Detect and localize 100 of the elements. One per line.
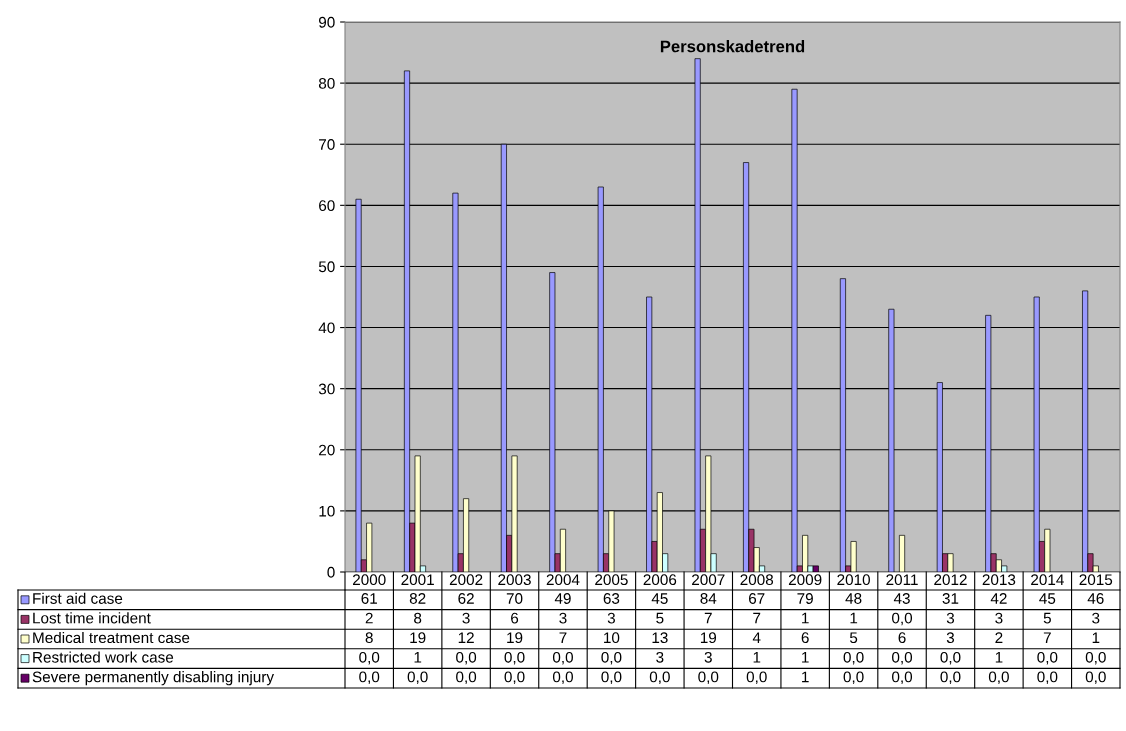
data-label: 62 — [458, 593, 474, 604]
x-tick-label: 2007 — [692, 574, 725, 586]
data-label: 2 — [995, 632, 1003, 643]
data-label: 0,0 — [843, 651, 864, 665]
x-tick-label: 2010 — [837, 574, 870, 586]
data-label: 82 — [409, 593, 426, 604]
data-label: 5 — [1043, 612, 1051, 624]
data-label: 3 — [607, 612, 615, 624]
data-label: 0,0 — [504, 671, 525, 685]
y-tick-label: 50 — [318, 261, 335, 273]
x-tick-label: 2001 — [401, 574, 434, 586]
data-label: 70 — [506, 593, 523, 604]
data-label: 1 — [414, 652, 422, 663]
data-label: 1 — [850, 612, 858, 624]
data-label: 1 — [995, 652, 1003, 663]
x-tick-label: 2004 — [546, 574, 580, 586]
y-tick-label: 40 — [318, 322, 335, 334]
data-label: 7 — [559, 632, 567, 643]
data-label: 5 — [656, 612, 664, 624]
data-label: 19 — [700, 632, 717, 644]
data-label: 0,0 — [892, 671, 913, 685]
data-label: 0,0 — [1037, 671, 1058, 685]
data-label: 6 — [898, 632, 906, 644]
y-tick-label: 80 — [318, 77, 335, 89]
data-label: 7 — [1043, 632, 1051, 643]
data-label: 2 — [365, 612, 373, 624]
data-label: 48 — [845, 593, 862, 604]
data-label: 3 — [704, 651, 712, 663]
legend-label: First aid case — [33, 592, 123, 604]
y-tick-label: 70 — [319, 139, 335, 150]
y-tick-label: 30 — [318, 383, 335, 395]
data-label: 0,0 — [892, 612, 913, 626]
data-label: 45 — [1039, 593, 1056, 604]
data-label: 7 — [753, 612, 761, 624]
data-label: 43 — [893, 593, 910, 604]
data-label: 79 — [797, 593, 813, 604]
data-label: 3 — [946, 632, 955, 644]
data-label: 3 — [995, 612, 1003, 624]
data-label: 0,0 — [456, 651, 477, 665]
data-label: 49 — [554, 593, 571, 604]
data-label: 67 — [749, 593, 765, 604]
data-label: 0,0 — [359, 651, 380, 665]
legend-label: Severe permanently disabling injury — [32, 671, 274, 686]
legend-label: Medical treatment case — [33, 631, 190, 644]
data-label: 0,0 — [746, 671, 767, 685]
legend-label: Restricted work case — [33, 651, 174, 663]
x-tick-label: 2009 — [788, 574, 822, 586]
x-tick-label: 2008 — [740, 574, 774, 586]
x-tick-label: 2013 — [982, 574, 1016, 586]
data-label: 0,0 — [504, 651, 525, 665]
x-tick-label: 2003 — [498, 574, 531, 586]
data-label: 0,0 — [1037, 651, 1058, 665]
data-label: 45 — [651, 593, 668, 604]
data-label: 61 — [361, 593, 377, 604]
data-label: 3 — [1092, 612, 1100, 624]
data-label: 0,0 — [649, 671, 670, 685]
y-tick-label: 0 — [327, 566, 335, 578]
data-label: 0,0 — [940, 651, 961, 665]
data-label: 3 — [946, 612, 955, 624]
data-label: 5 — [849, 632, 858, 644]
data-label: 10 — [604, 632, 620, 644]
data-label: 63 — [603, 593, 620, 604]
data-label: 0,0 — [601, 651, 622, 665]
data-label: 19 — [507, 632, 523, 644]
data-label: 0,0 — [892, 651, 913, 665]
data-label: 42 — [990, 593, 1007, 604]
data-label: 4 — [752, 632, 761, 643]
data-label: 0,0 — [359, 671, 380, 685]
data-label: 0,0 — [407, 671, 428, 685]
y-tick-label: 20 — [319, 444, 335, 456]
data-label: 0,0 — [940, 671, 961, 685]
data-label: 0,0 — [601, 671, 622, 685]
data-label: 1 — [753, 652, 761, 663]
data-label: 6 — [801, 632, 809, 644]
x-tick-label: 2011 — [886, 574, 918, 586]
data-label: 0,0 — [698, 671, 719, 685]
data-label: 1 — [802, 652, 809, 663]
legend-label: Lost time incident — [33, 612, 151, 624]
data-label: 6 — [511, 612, 519, 624]
data-label: 1 — [802, 612, 809, 624]
data-label: 84 — [700, 593, 717, 604]
data-label: 8 — [365, 632, 373, 644]
data-label: 12 — [458, 632, 474, 643]
data-label: 8 — [414, 612, 422, 624]
y-tick-label: 90 — [319, 16, 335, 28]
y-tick-label: 60 — [319, 200, 335, 212]
x-tick-label: 2005 — [595, 574, 628, 586]
x-tick-label: 2015 — [1079, 574, 1113, 586]
data-label: 3 — [656, 651, 664, 663]
data-label: 0,0 — [456, 671, 477, 685]
data-label: 1 — [802, 671, 809, 683]
x-tick-label: 2012 — [934, 574, 967, 586]
data-label: 19 — [410, 632, 426, 644]
data-label: 0,0 — [552, 671, 573, 685]
data-label: 0,0 — [988, 671, 1009, 685]
data-label: 0,0 — [552, 651, 573, 665]
x-tick-label: 2006 — [643, 574, 677, 586]
data-label: 46 — [1087, 593, 1104, 604]
data-label: 13 — [652, 632, 668, 644]
data-label: 0,0 — [1085, 651, 1106, 665]
